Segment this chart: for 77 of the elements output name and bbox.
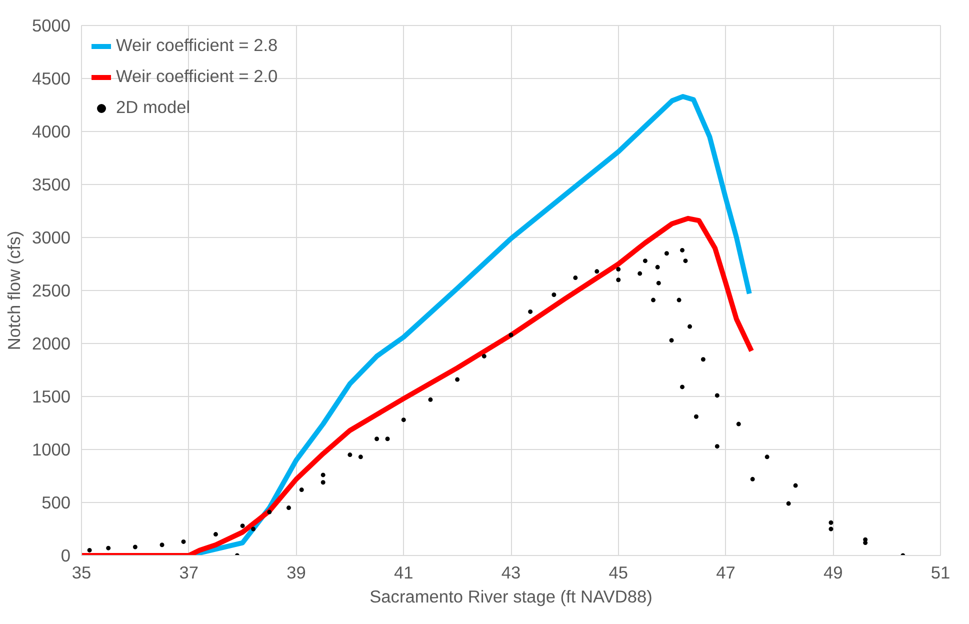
x-tick-label: 49 [823, 562, 843, 582]
point [616, 278, 621, 282]
point [160, 542, 164, 548]
point [736, 422, 741, 426]
point [573, 276, 578, 280]
x-tick-label: 41 [394, 562, 414, 582]
point [528, 309, 533, 314]
point [828, 526, 834, 532]
point [320, 480, 326, 485]
y-axis-title: Notch flow (cfs) [4, 230, 24, 350]
point [655, 264, 660, 270]
point [676, 298, 682, 302]
y-tick-label: 2500 [32, 280, 71, 300]
legend-label: Weir coefficient = 2.8 [116, 35, 278, 56]
y-tick-label: 3500 [32, 174, 71, 194]
point [267, 510, 272, 514]
point [401, 418, 406, 422]
point [594, 269, 600, 274]
point [700, 357, 706, 362]
legend-label: 2D model [116, 97, 190, 118]
y-tick-label: 4500 [32, 68, 71, 88]
y-tick-label: 1500 [32, 386, 71, 406]
y-tick-label: 4000 [32, 122, 71, 142]
point [286, 506, 291, 510]
point [694, 414, 698, 419]
x-tick-label: 39 [286, 562, 306, 582]
x-tick-label: 47 [716, 562, 736, 582]
point [348, 452, 352, 458]
point [638, 271, 642, 276]
legend-label: Weir coefficient = 2.0 [116, 66, 278, 87]
point [688, 324, 692, 329]
x-tick-label: 43 [501, 562, 521, 582]
x-tick-label: 35 [72, 562, 92, 582]
x-tick-label: 37 [179, 562, 199, 582]
x-tick-label: 45 [608, 562, 628, 582]
point [680, 248, 685, 252]
point [213, 532, 218, 537]
point [428, 397, 433, 402]
point [299, 488, 304, 492]
point [750, 476, 755, 482]
point [508, 332, 514, 338]
x-tick-label: 51 [930, 562, 950, 582]
y-tick-label: 2000 [32, 334, 71, 354]
point [374, 436, 380, 442]
point [642, 258, 648, 264]
point [656, 280, 661, 286]
point [683, 258, 688, 264]
point [680, 384, 685, 390]
point [651, 298, 656, 302]
point [251, 526, 256, 532]
point [786, 501, 791, 506]
point [106, 546, 111, 550]
y-tick-label: 0 [60, 546, 71, 566]
y-tick-label: 500 [42, 492, 71, 512]
point [87, 548, 92, 552]
point [455, 377, 460, 382]
point [863, 540, 868, 546]
point [714, 444, 720, 449]
point [385, 436, 390, 442]
point [669, 338, 674, 343]
point [181, 539, 186, 544]
point [132, 544, 138, 550]
point [793, 483, 798, 488]
y-tick-label: 5000 [32, 16, 71, 36]
point [764, 454, 770, 460]
point [320, 472, 326, 478]
y-tick-label: 3000 [32, 228, 71, 248]
point [552, 292, 556, 297]
point [616, 267, 621, 272]
x-axis-title: Sacramento River stage (ft NAVD88) [370, 586, 652, 606]
point [358, 454, 363, 460]
y-tick-label: 1000 [32, 440, 71, 460]
point [240, 524, 245, 528]
point [828, 520, 834, 525]
point [714, 393, 720, 398]
point [482, 354, 486, 358]
point [664, 251, 669, 256]
